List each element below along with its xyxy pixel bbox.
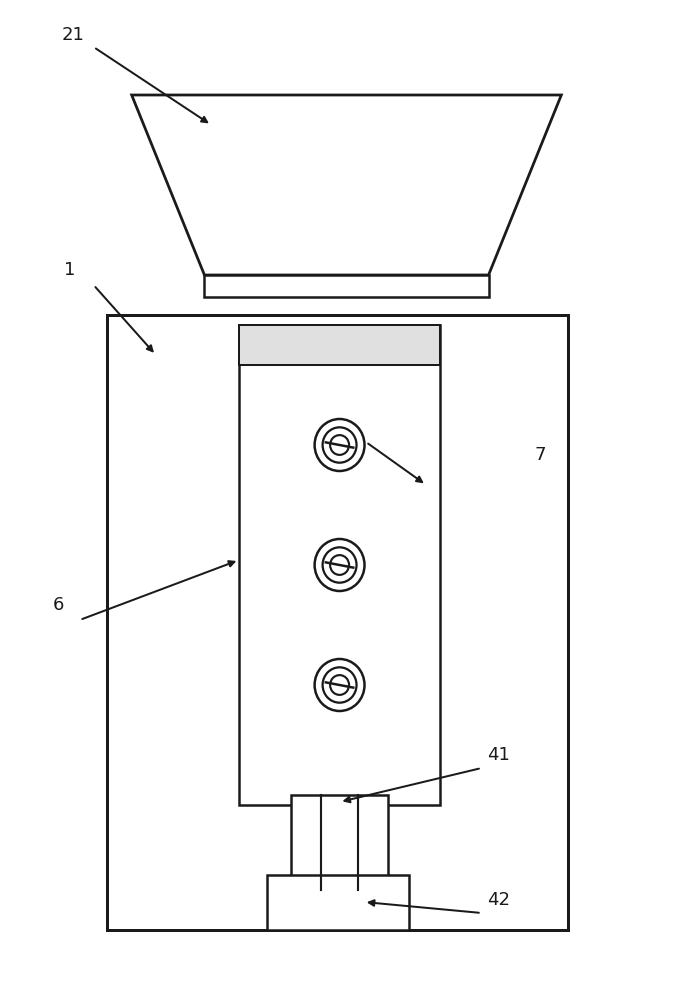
Bar — [239, 325, 440, 365]
Ellipse shape — [323, 667, 356, 703]
Bar — [204, 275, 489, 297]
Ellipse shape — [330, 555, 349, 575]
Ellipse shape — [315, 539, 365, 591]
Ellipse shape — [315, 659, 365, 711]
Bar — [239, 325, 440, 805]
Bar — [267, 875, 409, 930]
Bar — [291, 795, 388, 890]
Ellipse shape — [330, 435, 349, 455]
Text: 1: 1 — [64, 261, 75, 279]
Text: 7: 7 — [535, 446, 546, 464]
Text: 6: 6 — [53, 596, 64, 614]
Polygon shape — [132, 95, 561, 275]
Bar — [107, 315, 568, 930]
Ellipse shape — [330, 675, 349, 695]
Text: 42: 42 — [487, 891, 511, 909]
Text: 41: 41 — [487, 746, 511, 764]
Ellipse shape — [323, 427, 356, 463]
Ellipse shape — [323, 547, 356, 583]
Text: 21: 21 — [61, 26, 85, 44]
Ellipse shape — [315, 419, 365, 471]
